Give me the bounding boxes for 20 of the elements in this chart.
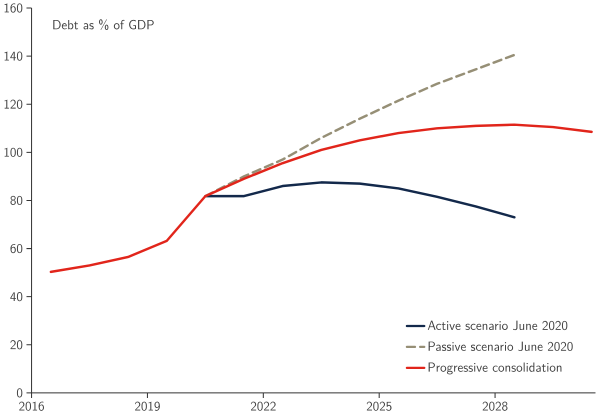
y-tick-label: 120 — [4, 100, 22, 109]
x-tick-label: 2028 — [482, 401, 508, 411]
text: Debt as % of GDP — [53, 19, 154, 30]
x-tick-label: 2019 — [134, 401, 160, 411]
y-tick-label: 0 — [16, 388, 22, 398]
y-tick-label: 60 — [10, 244, 22, 254]
x-tick-label: 2025 — [366, 401, 392, 411]
legend-label: Passive scenario June 2020 — [428, 341, 573, 351]
y-tick-label: 140 — [4, 51, 22, 61]
y-tick-label: 80 — [10, 196, 22, 205]
y-tick-label: 160 — [4, 3, 22, 13]
x-tick-label: 2016 — [19, 401, 44, 411]
legend-label: Active scenario June 2020 — [428, 320, 568, 330]
y-tick-label: 20 — [10, 340, 22, 350]
line-series — [50, 123, 593, 274]
y-tick-label: 40 — [10, 292, 22, 302]
line-series — [204, 181, 516, 218]
y-tick-label: 100 — [4, 148, 22, 157]
x-tick-label: 2022 — [250, 401, 276, 411]
legend-label: Progressive consolidation — [428, 362, 562, 374]
